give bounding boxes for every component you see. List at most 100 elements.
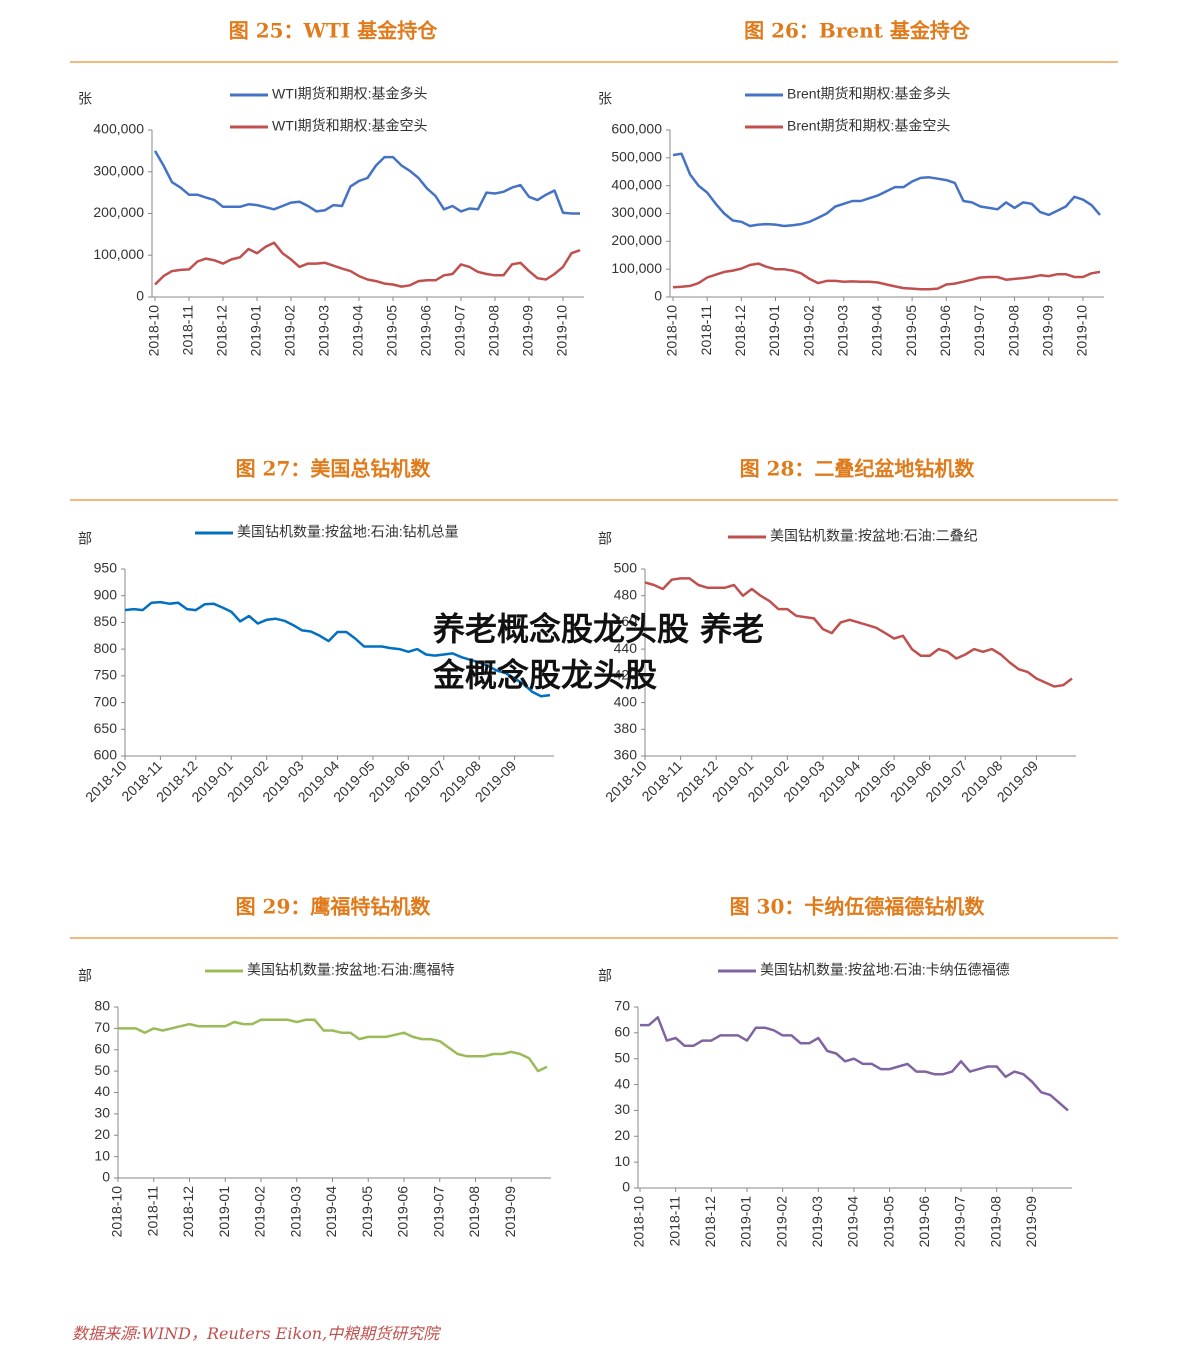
- x-tick-label: 2019-08: [466, 1186, 482, 1238]
- x-tick-label: 2018-12: [214, 305, 230, 357]
- x-tick-label: 2018-12: [702, 1196, 718, 1248]
- y-tick-label: 380: [614, 720, 638, 736]
- series-line: [640, 1016, 1069, 1112]
- y-tick-label: 60: [614, 1024, 630, 1040]
- y-tick-label: 500: [614, 560, 638, 576]
- x-tick-label: 2019-05: [359, 1186, 375, 1238]
- legend-label: Brent期货和期权:基金空头: [787, 118, 950, 134]
- legend-label: 美国钻机数量:按盆地:石油:卡纳伍德福德: [760, 962, 1010, 978]
- y-unit-label: 张: [598, 91, 612, 107]
- x-tick-label: 2018-12: [180, 1186, 196, 1238]
- x-tick-label: 2019-07: [452, 305, 468, 357]
- legend-label: Brent期货和期权:基金多头: [787, 86, 950, 102]
- y-tick-label: 400: [614, 693, 638, 709]
- source-note: 数据来源:WIND，Reuters Eikon,中粮期货研究院: [72, 1324, 440, 1343]
- x-tick-label: 2018-11: [698, 305, 714, 356]
- y-tick-label: 420: [614, 667, 638, 683]
- y-tick-label: 700: [94, 693, 118, 709]
- y-tick-label: 300,000: [611, 204, 662, 220]
- x-tick-label: 2019-04: [350, 305, 366, 357]
- x-tick-label: 2018-10: [109, 1186, 125, 1238]
- y-tick-label: 0: [102, 1169, 110, 1185]
- x-tick-label: 2019-06: [937, 305, 953, 357]
- y-tick-label: 10: [614, 1153, 630, 1169]
- legend-label: 美国钻机数量:按盆地:石油:钻机总量: [237, 524, 459, 540]
- series-line: [644, 577, 1073, 688]
- series-line: [672, 262, 1101, 291]
- x-tick-label: 2019-02: [282, 305, 298, 357]
- x-tick-label: 2019-05: [880, 1196, 896, 1248]
- x-tick-label: 2019-06: [395, 1186, 411, 1238]
- x-tick-label: 2019-04: [845, 1196, 861, 1248]
- x-tick-label: 2019-01: [766, 305, 782, 357]
- y-unit-label: 部: [598, 531, 612, 547]
- y-tick-label: 360: [614, 747, 638, 763]
- y-tick-label: 750: [94, 667, 118, 683]
- y-tick-label: 70: [614, 998, 630, 1014]
- y-tick-label: 480: [614, 586, 638, 602]
- y-tick-label: 500,000: [611, 149, 662, 165]
- y-tick-label: 400,000: [93, 121, 144, 137]
- y-tick-label: 950: [94, 560, 118, 576]
- y-tick-label: 50: [94, 1062, 110, 1078]
- chart-title: 图 26：Brent 基金持仓: [744, 19, 971, 43]
- y-tick-label: 50: [614, 1049, 630, 1065]
- x-tick-label: 2018-10: [631, 1196, 647, 1248]
- y-tick-label: 0: [136, 288, 144, 304]
- x-tick-label: 2018-11: [180, 305, 196, 356]
- y-tick-label: 400,000: [611, 176, 662, 192]
- y-unit-label: 部: [78, 968, 92, 984]
- x-tick-label: 2019-02: [773, 1196, 789, 1248]
- x-tick-label: 2018-10: [146, 305, 162, 357]
- legend-label: WTI期货和期权:基金空头: [272, 118, 428, 134]
- y-tick-label: 20: [94, 1126, 110, 1142]
- x-tick-label: 2019-01: [216, 1186, 232, 1238]
- x-tick-label: 2019-05: [384, 305, 400, 357]
- x-tick-label: 2019-01: [738, 1196, 754, 1248]
- x-tick-label: 2019-05: [903, 305, 919, 357]
- chart-title: 图 29：鹰福特钻机数: [236, 895, 432, 919]
- y-tick-label: 20: [614, 1127, 630, 1143]
- y-tick-label: 40: [614, 1075, 630, 1091]
- x-tick-label: 2018-11: [666, 1196, 682, 1247]
- x-tick-label: 2019-02: [800, 305, 816, 357]
- legend-label: 美国钻机数量:按盆地:石油:鹰福特: [247, 962, 455, 978]
- y-tick-label: 0: [654, 288, 662, 304]
- y-tick-label: 440: [614, 640, 638, 656]
- y-tick-label: 900: [94, 586, 118, 602]
- x-tick-label: 2018-12: [732, 305, 748, 357]
- series-line: [672, 152, 1101, 228]
- y-tick-label: 40: [94, 1083, 110, 1099]
- x-tick-label: 2019-09: [1023, 1196, 1039, 1248]
- chart-title: 图 28：二叠纪盆地钻机数: [740, 457, 976, 481]
- y-tick-label: 300,000: [93, 162, 144, 178]
- y-tick-label: 460: [614, 613, 638, 629]
- x-tick-label: 2019-08: [987, 1196, 1003, 1248]
- y-tick-label: 30: [94, 1105, 110, 1121]
- series-line: [124, 600, 551, 698]
- y-tick-label: 80: [94, 998, 110, 1014]
- y-tick-label: 70: [94, 1019, 110, 1035]
- x-tick-label: 2018-10: [664, 305, 680, 357]
- x-tick-label: 2019-02: [252, 1186, 268, 1238]
- y-unit-label: 部: [78, 531, 92, 547]
- x-tick-label: 2019-09: [502, 1186, 518, 1238]
- x-tick-label: 2019-08: [486, 305, 502, 357]
- y-tick-label: 30: [614, 1101, 630, 1117]
- x-tick-label: 2018-11: [144, 1186, 160, 1237]
- chart-title: 图 27：美国总钻机数: [236, 457, 432, 481]
- x-tick-label: 2019-03: [835, 305, 851, 357]
- y-tick-label: 600: [94, 747, 118, 763]
- series-line: [154, 241, 581, 288]
- series-line: [118, 1018, 548, 1073]
- x-tick-label: 2019-09: [520, 305, 536, 357]
- chart-title: 图 30：卡纳伍德福德钻机数: [730, 895, 986, 919]
- x-tick-label: 2019-09: [1039, 305, 1055, 357]
- x-tick-label: 2019-10: [1074, 305, 1090, 357]
- overlay-text: 养老概念股龙头股 养老金概念股龙头股: [433, 610, 765, 694]
- x-tick-label: 2019-07: [971, 305, 987, 357]
- y-tick-label: 0: [622, 1179, 630, 1195]
- y-tick-label: 650: [94, 720, 118, 736]
- y-unit-label: 部: [598, 968, 612, 984]
